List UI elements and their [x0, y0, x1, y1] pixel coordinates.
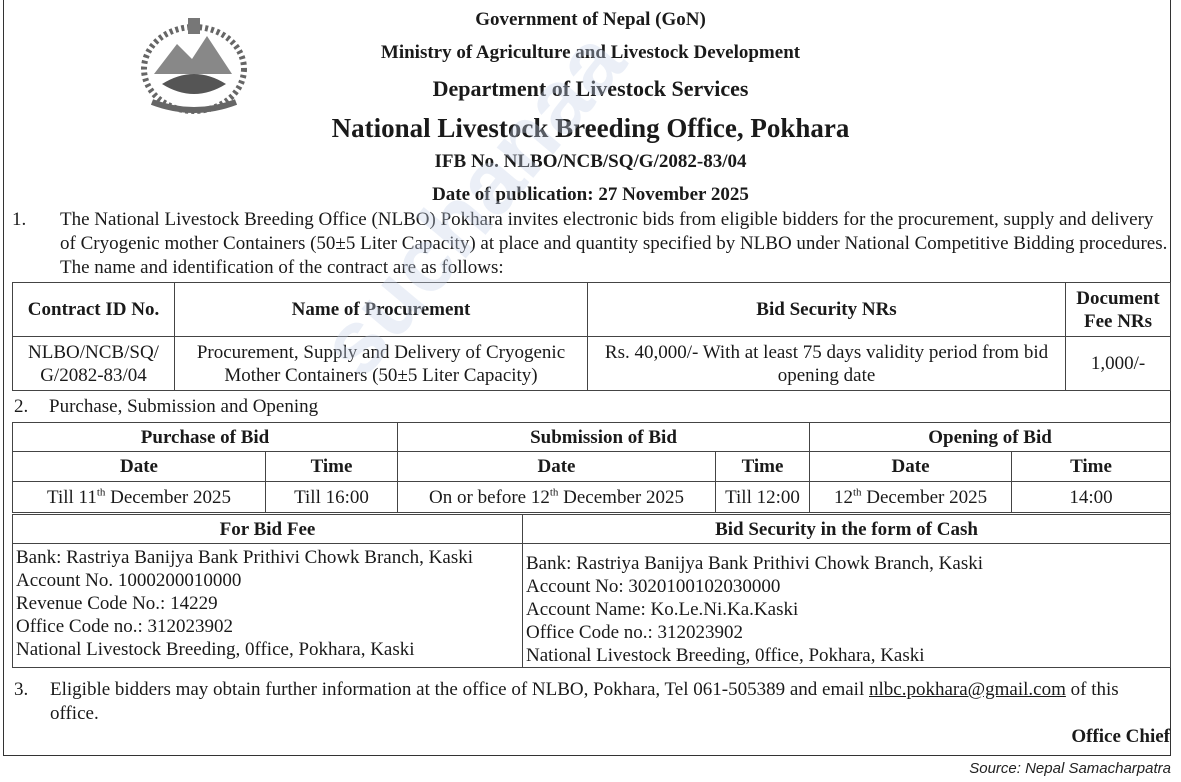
office-code: Office Code no.: 312023902 [16, 616, 234, 637]
government-emblem-icon [141, 18, 247, 114]
bank-name: Bank: Rastriya Banijya Bank Prithivi Cho… [16, 547, 474, 568]
submission-date: On or before 12th December 2025 [397, 481, 716, 513]
bank-table: For Bid Fee Bid Security in the form of … [12, 514, 1171, 668]
government-title: Government of Nepal (GoN) [475, 9, 706, 30]
paragraph-3: 3. Eligible bidders may obtain further i… [14, 679, 1119, 724]
contract-id: NLBO/NCB/SQ/ G/2082-83/04 [12, 336, 175, 391]
contract-table: Contract ID No. Name of Procurement Bid … [12, 282, 1171, 391]
header-document-fee: Document Fee NRs [1065, 282, 1171, 337]
header-bid-security: Bid Security NRs [587, 282, 1066, 337]
purchase-time: Till 16:00 [265, 481, 398, 513]
bid-security: Rs. 40,000/- With at least 75 days valid… [587, 336, 1066, 391]
header-opening: Opening of Bid [809, 422, 1172, 452]
bank-name: Bank: Rastriya Banijya Bank Prithivi Cho… [526, 553, 984, 574]
account-name: Account Name: Ko.Le.Ni.Ka.Kaski [526, 599, 799, 620]
email-link[interactable]: nlbc.pokhara@gmail.com [869, 679, 1066, 700]
department-title: Department of Livestock Services [432, 76, 749, 101]
header-contract-id: Contract ID No. [12, 282, 175, 337]
publication-date: Date of publication: 27 November 2025 [432, 184, 749, 205]
purchase-date: Till 11th December 2025 [12, 481, 266, 513]
paragraph-number: 2. [14, 396, 29, 417]
submission-time: Till 12:00 [714, 481, 811, 513]
opening-time: 14:00 [1011, 481, 1172, 513]
header-purchase: Purchase of Bid [12, 422, 398, 452]
subheader-date: Date [12, 451, 266, 482]
header-procurement-name: Name of Procurement [174, 282, 588, 337]
procurement-name: Procurement, Supply and Delivery of Cryo… [174, 336, 588, 391]
table-row: NLBO/NCB/SQ/ G/2082-83/04 Procurement, S… [12, 336, 1171, 391]
header-bid-fee: For Bid Fee [12, 514, 523, 544]
paragraph-number: 3. [14, 679, 29, 700]
office-code: Office Code no.: 312023902 [526, 622, 744, 643]
paragraph-1: 1. The National Livestock Breeding Offic… [12, 208, 1172, 280]
bid-security-details: Bank: Rastriya Banijya Bank Prithivi Cho… [522, 543, 1171, 668]
paragraph-2: 2. Purchase, Submission and Opening [12, 395, 1172, 419]
account-number: Account No. 1000200010000 [16, 570, 242, 591]
office-title: National Livestock Breeding Office, Pokh… [331, 113, 850, 143]
notice-frame [3, 0, 1171, 756]
subheader-date: Date [809, 451, 1013, 482]
bid-fee-details: Bank: Rastriya Banijya Bank Prithivi Cho… [12, 543, 523, 668]
paragraph-text: Purchase, Submission and Opening [49, 396, 319, 417]
header-submission: Submission of Bid [396, 422, 811, 452]
paragraph-number: 1. [12, 209, 27, 230]
account-number: Account No: 3020100102030000 [526, 576, 781, 597]
signature: Office Chief [1071, 726, 1170, 747]
office-name: National Livestock Breeding, 0ffice, Pok… [526, 645, 925, 666]
ifb-number: IFB No. NLBO/NCB/SQ/G/2082-83/04 [434, 151, 747, 172]
subheader-time: Time [1011, 451, 1172, 482]
ministry-title: Ministry of Agriculture and Livestock De… [380, 42, 801, 63]
subheader-time: Time [714, 451, 811, 482]
paragraph-text: The National Livestock Breeding Office (… [60, 209, 1168, 278]
revenue-code: Revenue Code No.: 14229 [16, 593, 218, 614]
office-name: National Livestock Breeding, 0ffice, Pok… [16, 639, 415, 660]
source-caption: Source: Nepal Samacharpatra [969, 760, 1171, 777]
opening-date: 12th December 2025 [809, 481, 1013, 513]
document-fee: 1,000/- [1065, 336, 1171, 391]
subheader-date: Date [397, 451, 716, 482]
schedule-table: Purchase of Bid Submission of Bid Openin… [12, 422, 1172, 513]
subheader-time: Time [265, 451, 398, 482]
header-bid-security-cash: Bid Security in the form of Cash [522, 514, 1171, 544]
table-row: Till 11th December 2025 Till 16:00 On or… [12, 481, 1172, 513]
